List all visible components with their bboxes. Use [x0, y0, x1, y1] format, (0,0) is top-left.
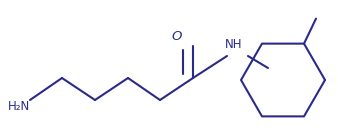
- Text: NH: NH: [225, 38, 243, 51]
- Text: H₂N: H₂N: [8, 100, 30, 113]
- Text: O: O: [172, 29, 182, 42]
